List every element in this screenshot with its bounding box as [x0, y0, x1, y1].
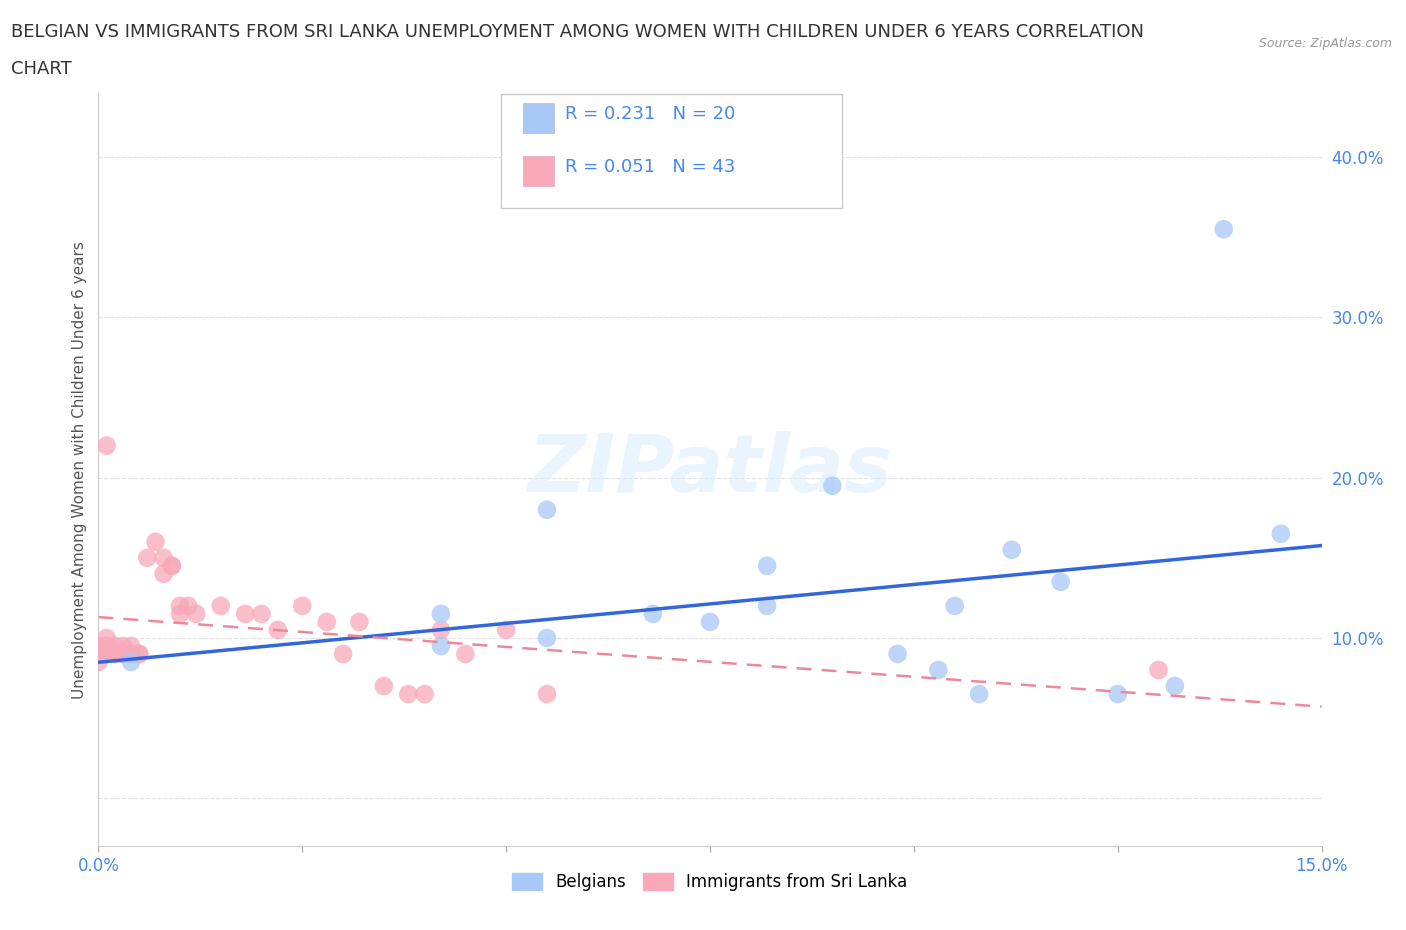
Point — [169, 606, 191, 621]
Text: Source: ZipAtlas.com: Source: ZipAtlas.com — [1258, 37, 1392, 50]
Point — [104, 646, 127, 661]
Point — [315, 615, 337, 630]
Point — [177, 598, 200, 613]
Point — [104, 646, 127, 661]
Point — [96, 646, 118, 661]
Point — [373, 679, 395, 694]
Point — [927, 662, 949, 677]
Point — [111, 646, 134, 661]
Point — [136, 551, 159, 565]
Text: BELGIAN VS IMMIGRANTS FROM SRI LANKA UNEMPLOYMENT AMONG WOMEN WITH CHILDREN UNDE: BELGIAN VS IMMIGRANTS FROM SRI LANKA UNE… — [11, 23, 1144, 41]
Point — [1164, 679, 1187, 694]
Point — [186, 606, 208, 621]
Point — [128, 646, 150, 661]
Point — [886, 646, 908, 661]
Point — [96, 631, 118, 645]
Point — [120, 655, 142, 670]
Point — [145, 535, 167, 550]
Point — [495, 622, 517, 637]
Point — [413, 686, 436, 701]
Point — [152, 566, 174, 581]
Point — [454, 646, 477, 661]
Point — [536, 502, 558, 517]
Point — [1107, 686, 1129, 701]
Point — [87, 655, 110, 670]
Point — [152, 551, 174, 565]
Y-axis label: Unemployment Among Women with Children Under 6 years: Unemployment Among Women with Children U… — [72, 241, 87, 698]
Point — [96, 438, 118, 453]
Point — [699, 615, 721, 630]
Point — [120, 646, 142, 661]
Point — [1001, 542, 1024, 557]
Point — [267, 622, 290, 637]
Point — [87, 639, 110, 654]
Point — [536, 686, 558, 701]
Point — [1049, 575, 1071, 590]
Point — [349, 615, 371, 630]
Text: R = 0.051   N = 43: R = 0.051 N = 43 — [565, 158, 735, 176]
Point — [1147, 662, 1170, 677]
Point — [430, 606, 453, 621]
Point — [1270, 526, 1292, 541]
Point — [943, 598, 966, 613]
Text: ZIPatlas: ZIPatlas — [527, 431, 893, 509]
Point — [160, 558, 183, 573]
Point — [128, 646, 150, 661]
Text: CHART: CHART — [11, 60, 72, 78]
Point — [233, 606, 256, 621]
Point — [1212, 221, 1234, 236]
Point — [821, 478, 844, 493]
Point — [396, 686, 419, 701]
Point — [756, 598, 779, 613]
Point — [209, 598, 232, 613]
Point — [96, 639, 118, 654]
Point — [120, 639, 142, 654]
Legend: Belgians, Immigrants from Sri Lanka: Belgians, Immigrants from Sri Lanka — [512, 872, 908, 891]
Point — [87, 646, 110, 661]
Text: R = 0.231   N = 20: R = 0.231 N = 20 — [565, 105, 735, 123]
Point — [332, 646, 354, 661]
Point — [291, 598, 314, 613]
Point — [641, 606, 664, 621]
Point — [430, 622, 453, 637]
Point — [430, 639, 453, 654]
Point — [169, 598, 191, 613]
Point — [111, 646, 134, 661]
Point — [250, 606, 273, 621]
Point — [756, 558, 779, 573]
Point — [536, 631, 558, 645]
Point — [111, 639, 134, 654]
Point — [160, 558, 183, 573]
Point — [104, 639, 127, 654]
Point — [967, 686, 990, 701]
